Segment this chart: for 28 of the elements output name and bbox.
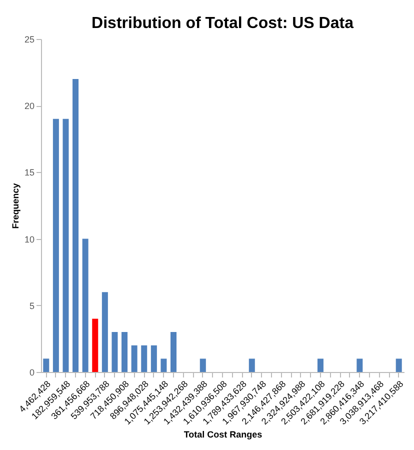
bar bbox=[396, 358, 402, 372]
bar bbox=[62, 118, 69, 372]
bar bbox=[317, 358, 324, 372]
y-axis-title: Frequency bbox=[10, 183, 20, 229]
y-tick-label: 15 bbox=[24, 168, 34, 178]
bar bbox=[170, 332, 177, 372]
bar bbox=[200, 358, 206, 372]
y-tick-label: 20 bbox=[24, 101, 34, 112]
bar bbox=[102, 292, 108, 372]
bar bbox=[43, 358, 50, 372]
bar bbox=[82, 238, 88, 372]
bar bbox=[112, 332, 118, 372]
bar bbox=[160, 358, 167, 372]
x-axis-title: Total Cost Ranges bbox=[184, 430, 262, 440]
bar bbox=[131, 345, 138, 372]
bar bbox=[150, 345, 157, 372]
bar bbox=[122, 332, 128, 372]
bar bbox=[52, 118, 59, 372]
y-tick-label: 5 bbox=[29, 300, 34, 311]
y-tick-label: 10 bbox=[24, 234, 34, 244]
bar bbox=[72, 78, 79, 372]
bar bbox=[248, 358, 255, 372]
bar bbox=[356, 358, 363, 372]
y-tick-label: 25 bbox=[24, 34, 34, 44]
bar bbox=[92, 318, 98, 372]
bar bbox=[141, 345, 148, 372]
chart-title: Distribution of Total Cost: US Data bbox=[92, 15, 354, 32]
y-tick-label: 0 bbox=[29, 368, 34, 378]
